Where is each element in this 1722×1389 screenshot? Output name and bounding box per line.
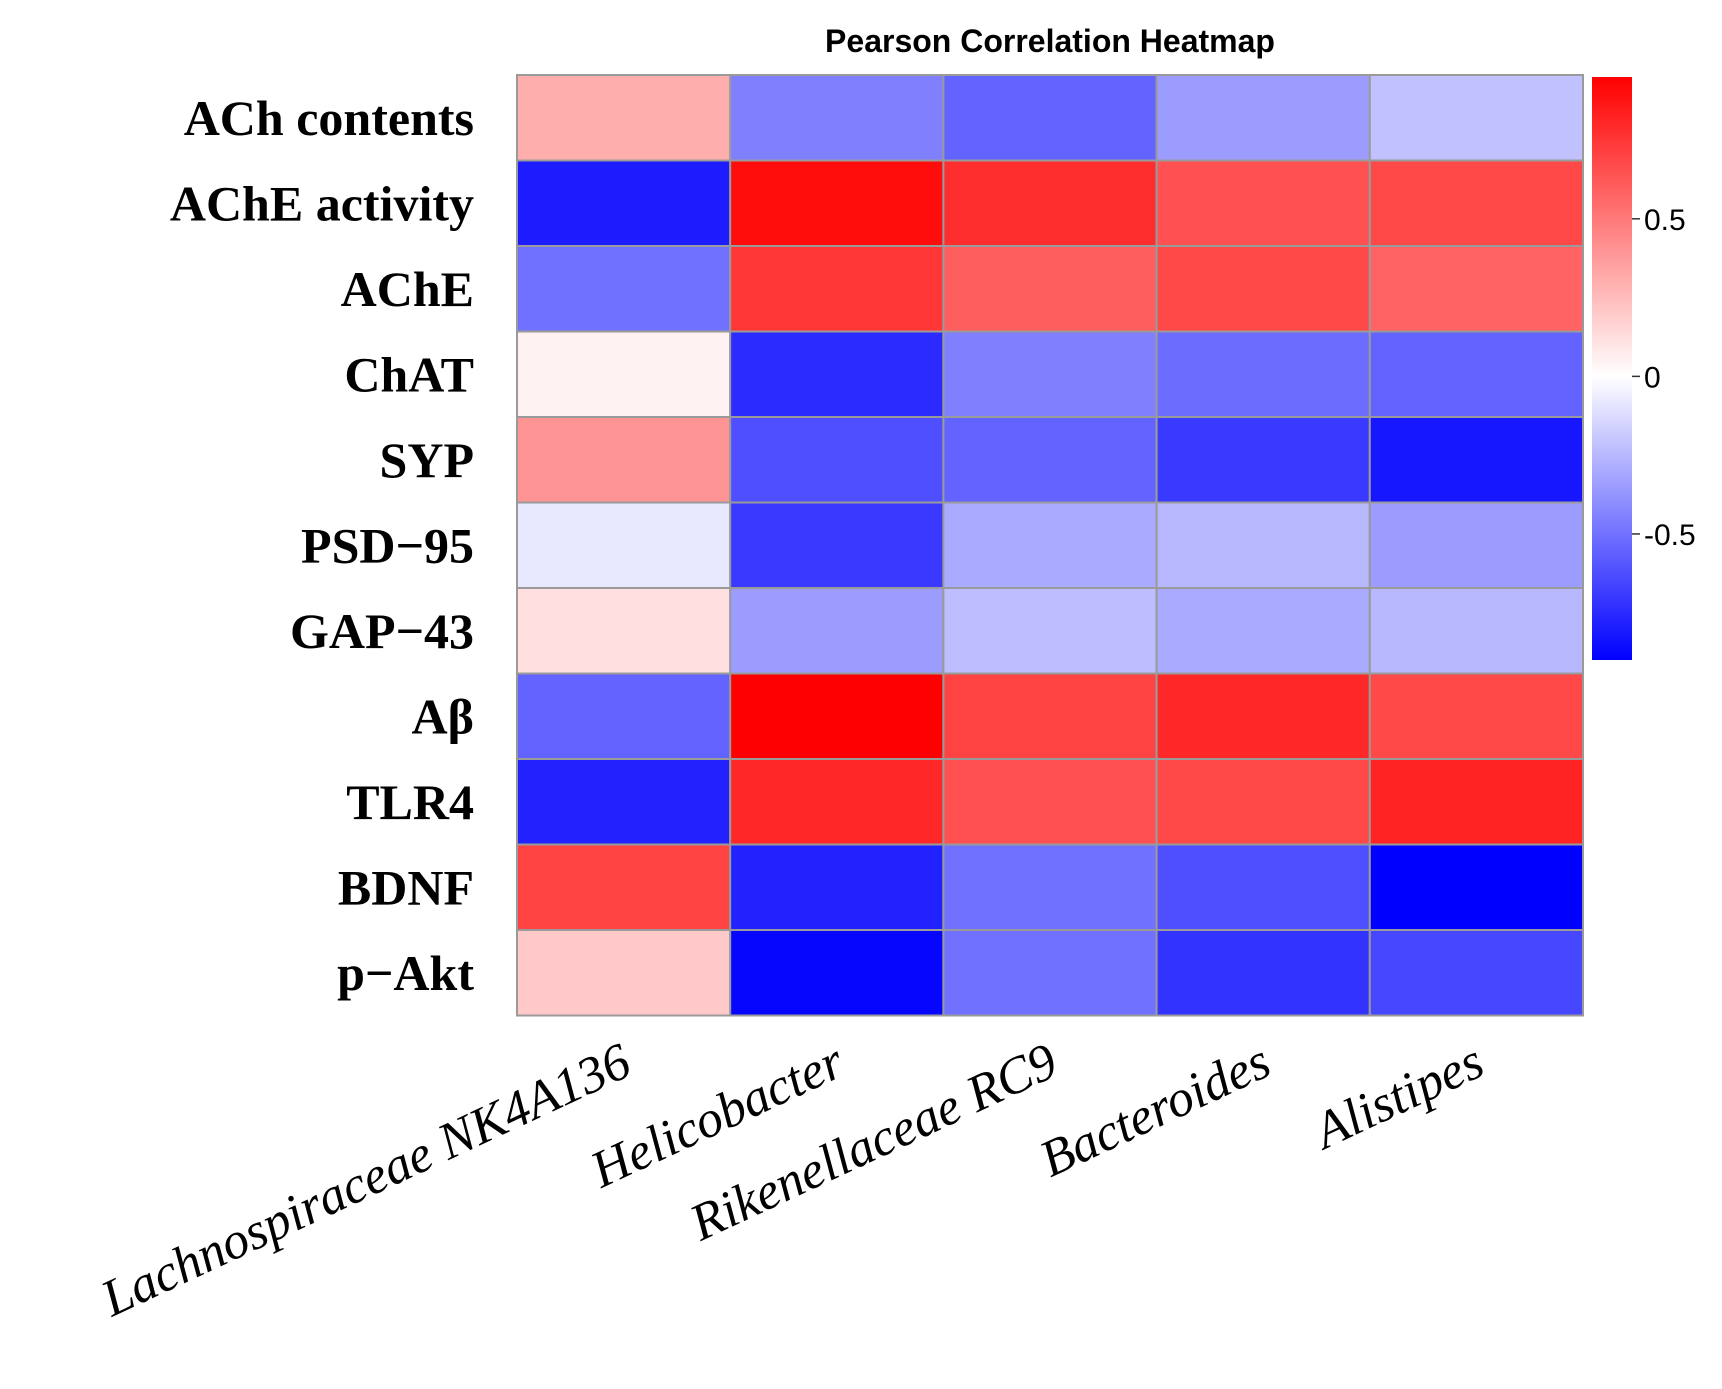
row-label: p−Akt [337,945,474,1001]
heatmap-cell [942,74,1158,162]
column-label: Rikenellaceae RC9 [681,1033,1066,1253]
heatmap-cell [729,501,945,589]
colorbar-tick-label: 0.5 [1644,204,1686,237]
heatmap-cell [1155,672,1371,760]
heatmap-cell [1368,672,1585,760]
heatmap-cell [729,843,945,931]
heatmap-cell [942,501,1158,589]
heatmap-frame [516,74,1584,1017]
heatmap-cell [942,587,1158,675]
heatmap-cell [729,929,945,1017]
heatmap-cell [942,843,1158,931]
heatmap-cell [1368,330,1585,418]
heatmap-cell [516,245,732,333]
heatmap-cell [1155,245,1371,333]
heatmap-cell [1368,929,1585,1017]
heatmap-cell [942,416,1158,504]
heatmap-cell [516,929,732,1017]
heatmap-cell [942,330,1158,418]
row-label: AChE activity [170,175,474,231]
heatmap-cell [1368,501,1585,589]
colorbar-tick-label: 0 [1644,361,1661,394]
colorbar-gradient [1592,77,1632,660]
heatmap-cell [1155,159,1371,247]
heatmap-cell [729,74,945,162]
colorbar: 0.5 0 -0.5 [1592,77,1696,660]
row-label: SYP [380,432,474,488]
heatmap-cell [1155,843,1371,931]
heatmap-cell [1155,758,1371,846]
row-label: GAP−43 [290,603,474,659]
column-label: Bacteroides [1031,1033,1278,1189]
heatmap-cell [942,758,1158,846]
chart-title: Pearson Correlation Heatmap [825,23,1275,59]
heatmap-cell [516,587,732,675]
heatmap-cell [1368,758,1585,846]
heatmap-cell [729,587,945,675]
heatmap-cell [1155,501,1371,589]
heatmap-cells [516,74,1585,1017]
heatmap-cell [1368,245,1585,333]
row-label: BDNF [338,859,474,915]
heatmap-cell [1368,159,1585,247]
heatmap-cell [1155,74,1371,162]
column-label: Lachnospiraceae NK4A136 [92,1033,639,1329]
row-label: Aβ [412,688,474,744]
heatmap-cell [516,672,732,760]
heatmap-cell [729,245,945,333]
heatmap-cell [729,672,945,760]
column-labels: Lachnospiraceae NK4A136HelicobacterRiken… [92,1032,1492,1328]
heatmap-cell [516,159,732,247]
heatmap-cell [942,159,1158,247]
heatmap-cell [516,74,732,162]
heatmap-cell [516,501,732,589]
colorbar-tick-label: -0.5 [1644,519,1696,552]
heatmap-cell [516,330,732,418]
heatmap-cell [516,758,732,846]
heatmap-cell [729,758,945,846]
heatmap-cell [516,843,732,931]
row-label: ACh contents [184,90,474,146]
heatmap-cell [1155,330,1371,418]
heatmap-cell [729,159,945,247]
row-labels: ACh contents AChE activity AChE ChAT SYP PSD−… [170,90,474,1001]
heatmap-cell [516,416,732,504]
heatmap-cell [1368,843,1585,931]
column-label: Alistipes [1303,1033,1492,1162]
row-label: ChAT [344,346,474,402]
heatmap-cell [1155,416,1371,504]
heatmap-cell [1368,74,1585,162]
row-label: TLR4 [346,774,474,830]
heatmap-cell [1368,416,1585,504]
heatmap-cell [729,330,945,418]
heatmap-cell [1368,587,1585,675]
heatmap-cell [1155,929,1371,1017]
heatmap-cell [942,245,1158,333]
row-label: PSD−95 [301,517,474,573]
heatmap-cell [942,929,1158,1017]
row-label: AChE [341,261,474,317]
heatmap-cell [942,672,1158,760]
heatmap-cell [729,416,945,504]
heatmap-cell [1155,587,1371,675]
